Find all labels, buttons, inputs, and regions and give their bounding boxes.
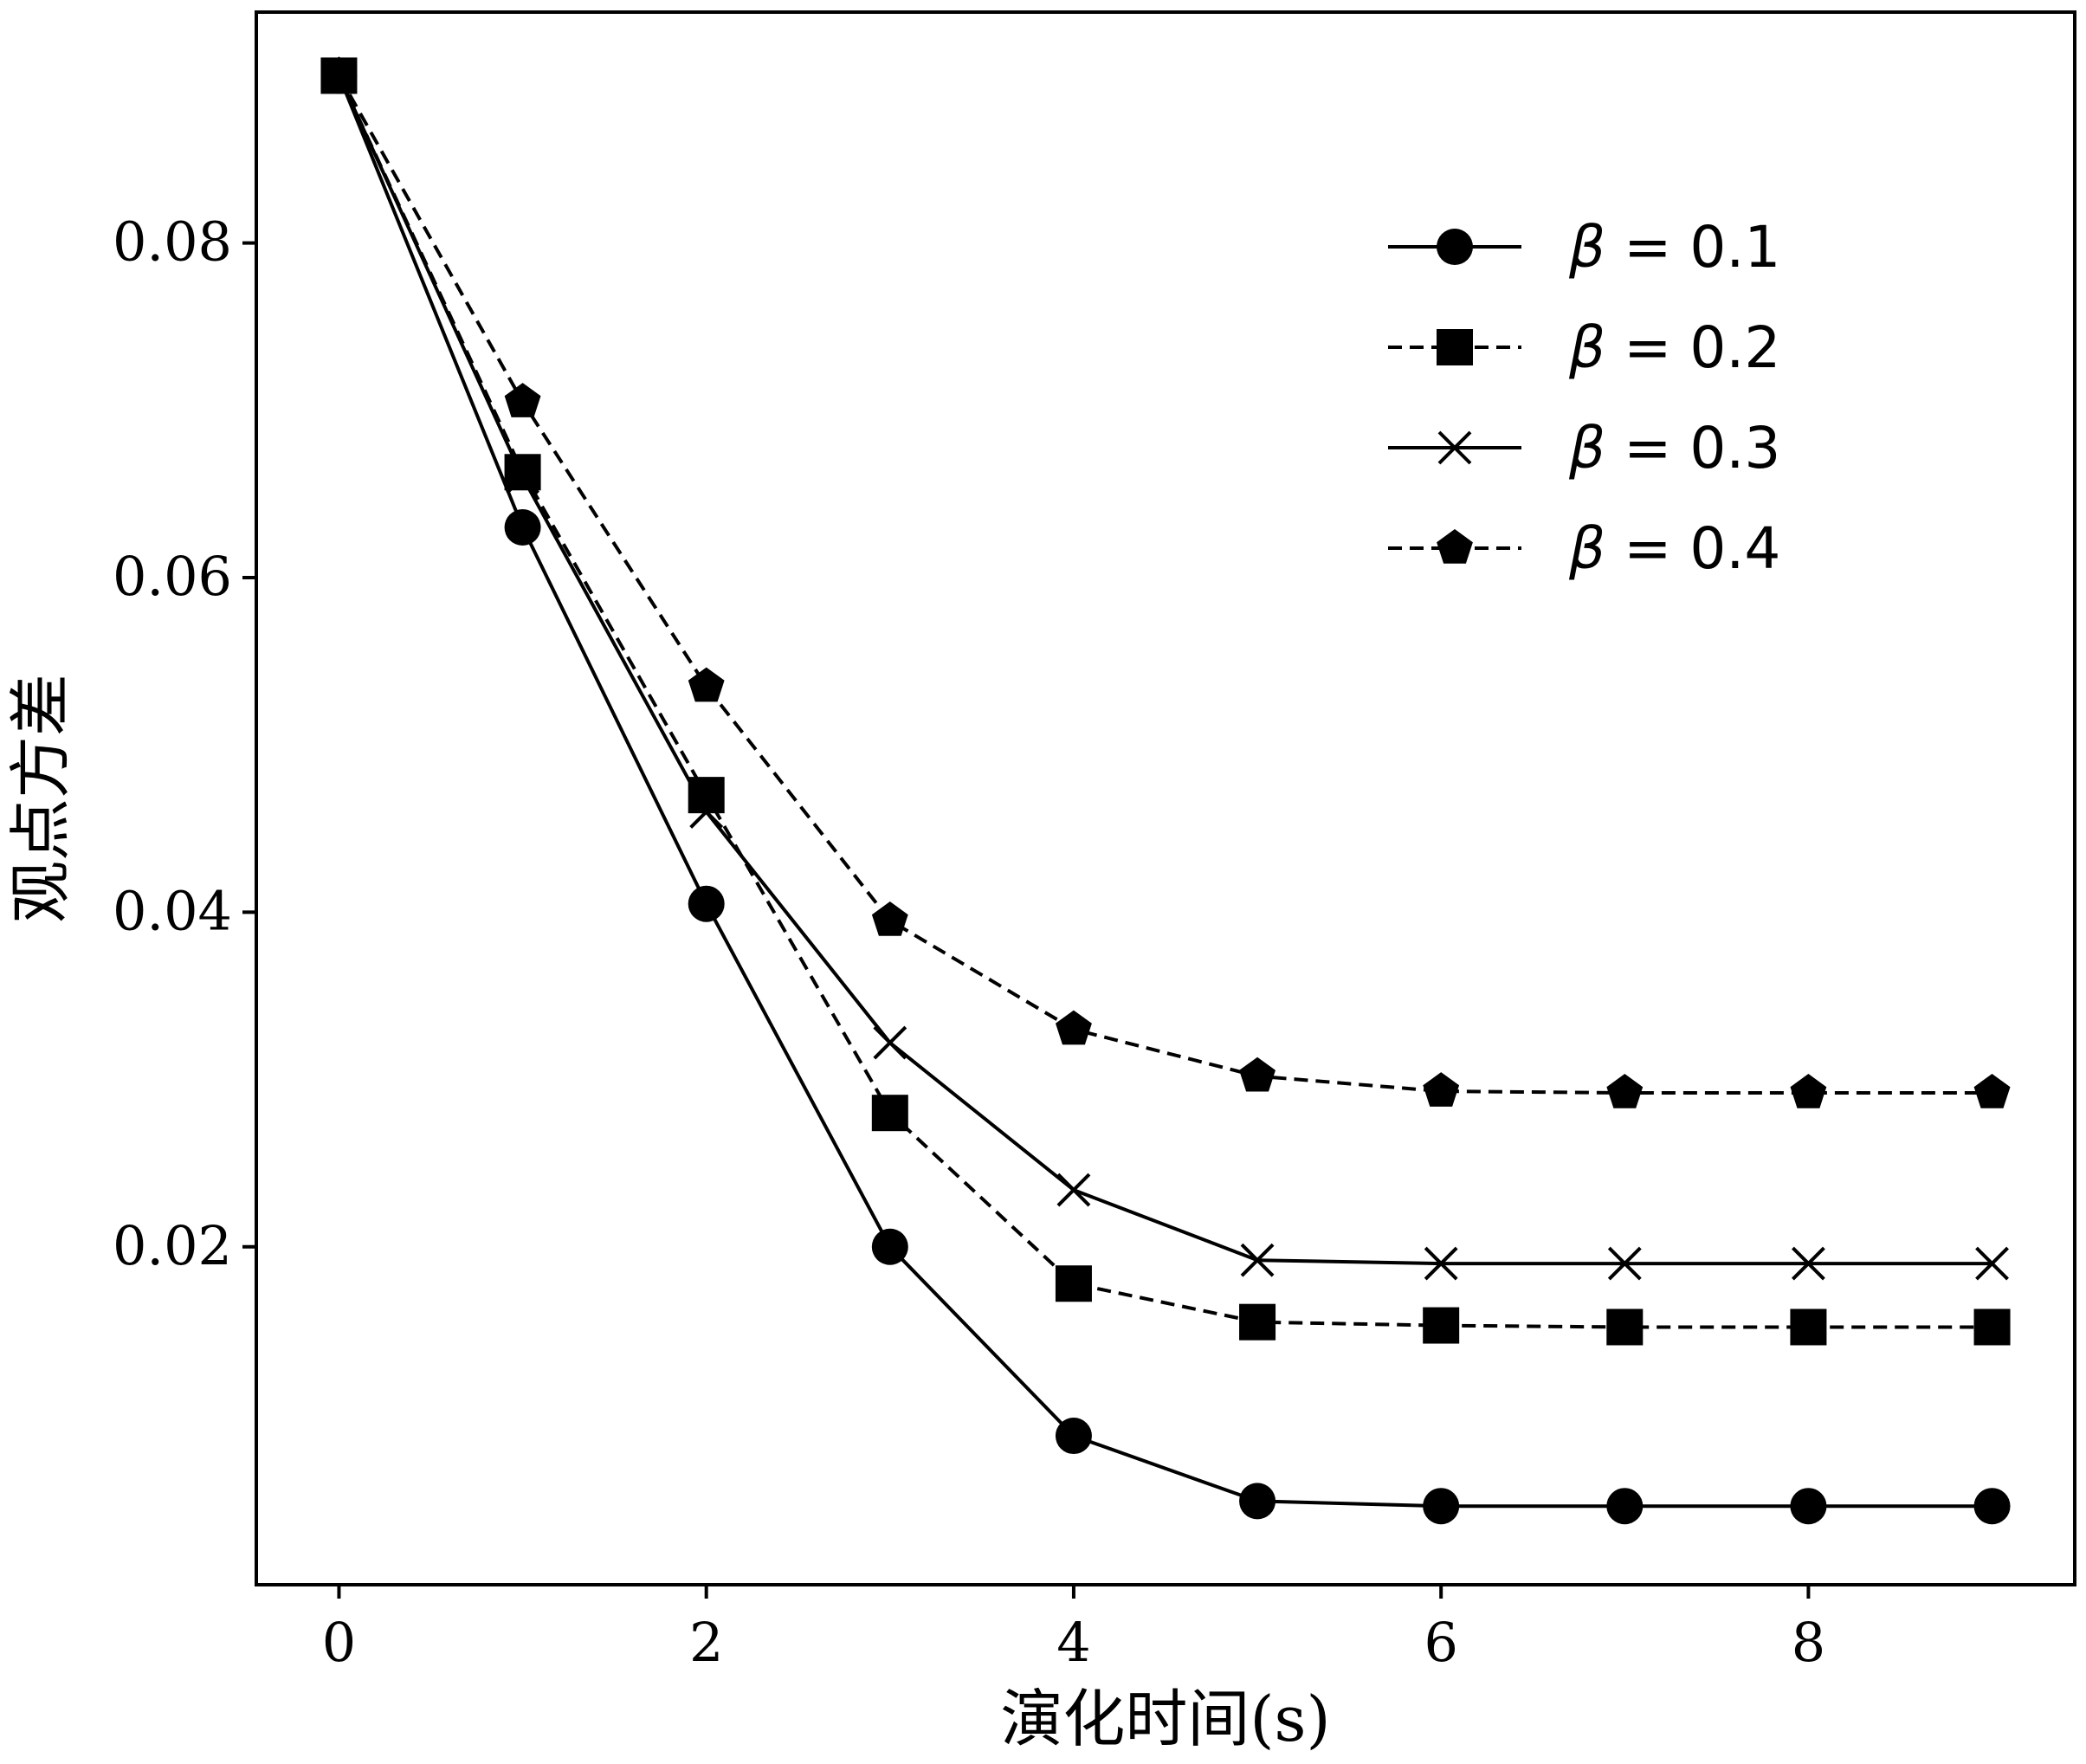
x-tick-label: 6	[1424, 1611, 1457, 1674]
legend-label: β = 0.2	[1568, 314, 1780, 381]
series-4	[320, 56, 2011, 1108]
y-tick-label: 0.06	[113, 545, 232, 608]
data-point	[1056, 1010, 1092, 1045]
legend-item-2: β = 0.2	[1388, 314, 1780, 381]
legend-item-4: β = 0.4	[1388, 515, 1780, 582]
data-point	[320, 56, 358, 92]
data-point	[1239, 1483, 1276, 1520]
data-point	[1790, 1308, 1827, 1346]
y-tick-label: 0.08	[113, 210, 232, 274]
y-axis: 0.02 0.04 0.06 0.08	[113, 210, 256, 1277]
data-point	[871, 901, 908, 936]
series-2	[320, 57, 2011, 1346]
data-point	[1239, 1056, 1275, 1092]
y-tick-label: 0.04	[113, 879, 232, 942]
legend: β = 0.1 β = 0.2 β = 0.3 β = 0.4	[1388, 214, 1780, 582]
data-point	[871, 1228, 908, 1265]
data-point	[1424, 1246, 1458, 1281]
data-point	[1607, 1246, 1642, 1281]
data-point	[1055, 1418, 1092, 1455]
data-point	[1423, 1307, 1460, 1344]
data-point	[1240, 1243, 1275, 1277]
legend-label: β = 0.4	[1568, 515, 1780, 582]
x-tick-label: 8	[1792, 1611, 1825, 1674]
series-1	[320, 57, 2011, 1525]
legend-label: β = 0.1	[1568, 214, 1780, 281]
series-line	[337, 74, 1992, 1509]
plot-frame	[255, 10, 2076, 1586]
data-point	[1423, 1488, 1460, 1525]
series-line	[337, 74, 1992, 1266]
data-point	[1606, 1074, 1644, 1108]
x-axis: 0 2 4 6 8	[322, 1585, 1825, 1674]
data-point	[1423, 1072, 1460, 1107]
data-point	[688, 885, 725, 922]
legend-marker	[1437, 329, 1473, 365]
x-tick-label: 0	[322, 1611, 356, 1674]
x-tick-label: 4	[1056, 1611, 1090, 1674]
data-point	[871, 1095, 908, 1132]
legend-label: β = 0.3	[1568, 415, 1780, 481]
legend-marker	[1437, 430, 1472, 465]
legend-item-3: β = 0.3	[1388, 415, 1780, 481]
data-point	[1792, 1246, 1825, 1281]
legend-marker	[1437, 529, 1473, 564]
data-point	[1973, 1488, 2011, 1525]
data-point	[688, 777, 725, 814]
data-point	[504, 454, 541, 491]
data-point	[688, 667, 725, 702]
data-point	[1606, 1308, 1644, 1346]
legend-marker	[1437, 229, 1473, 265]
data-point	[1975, 1246, 2009, 1281]
data-point	[1790, 1074, 1827, 1108]
series-line	[337, 74, 1992, 1329]
data-point	[1239, 1303, 1276, 1341]
data-point	[1973, 1308, 2011, 1346]
data-point	[1606, 1488, 1644, 1525]
y-tick-label: 0.02	[113, 1214, 232, 1277]
x-axis-title: 演化时间(s)	[1000, 1683, 1330, 1755]
data-point	[1790, 1488, 1827, 1525]
data-point	[504, 509, 541, 546]
series-line	[337, 74, 1992, 1095]
data-point	[873, 1025, 907, 1060]
data-point	[1056, 1173, 1091, 1207]
data-point	[689, 795, 724, 829]
data-point	[504, 383, 541, 417]
legend-item-1: β = 0.1	[1388, 214, 1780, 281]
data-point	[1973, 1074, 2011, 1108]
data-point	[506, 460, 539, 494]
x-tick-label: 2	[689, 1611, 723, 1674]
series-layer	[320, 56, 2011, 1525]
y-axis-title: 观点方差	[4, 674, 77, 923]
data-point	[1055, 1265, 1092, 1302]
